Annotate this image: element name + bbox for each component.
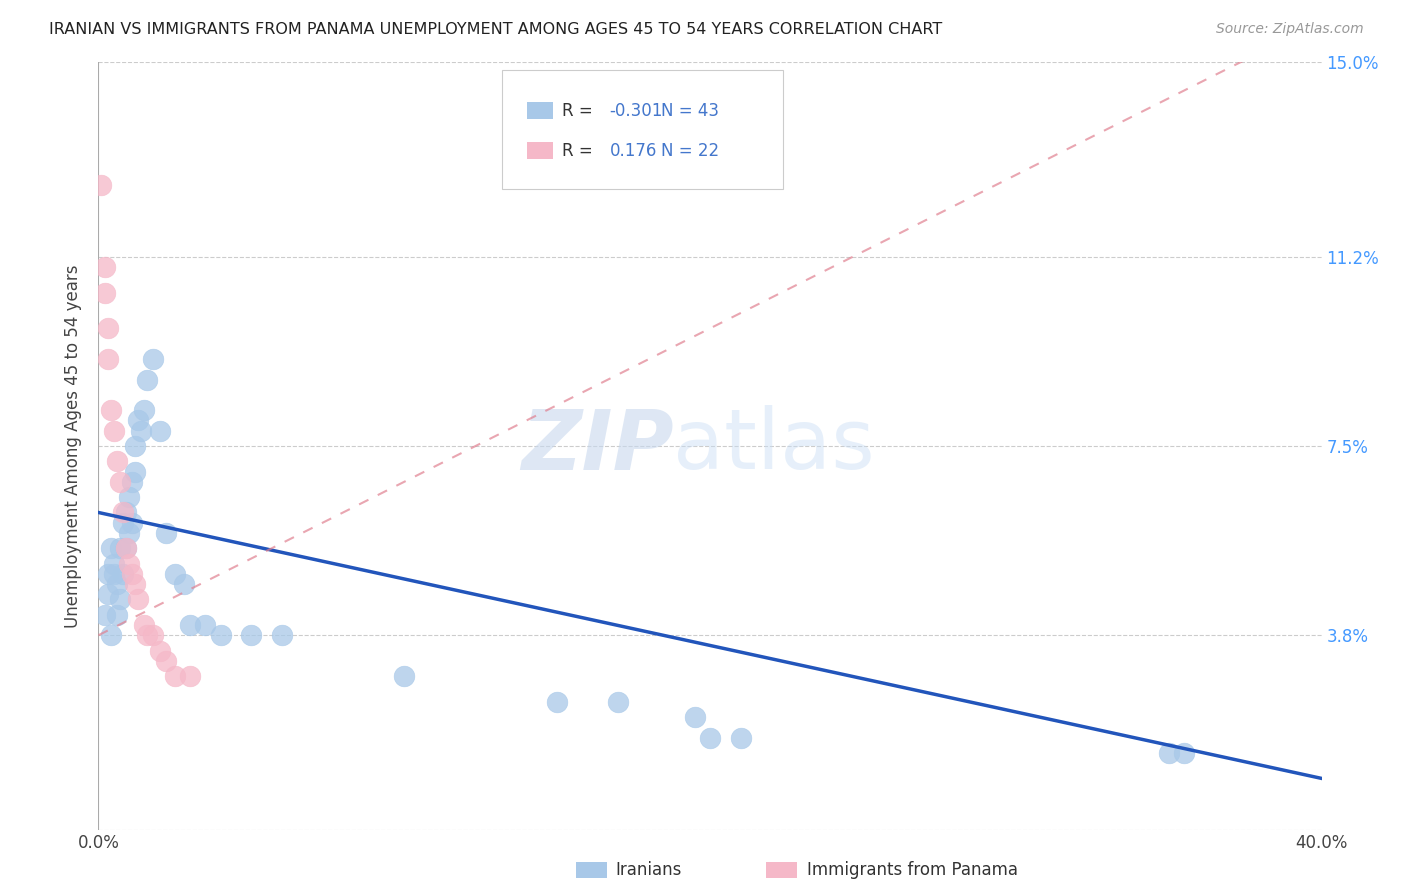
Point (93, 260, 115, 274)
Point (111, 506, 134, 520)
Point (103, 557, 125, 571)
Point (1157, 746, 1180, 760)
Point (179, 669, 201, 683)
Point (93, 285, 115, 300)
Point (97, 352, 120, 367)
Point (142, 628, 165, 642)
Point (90, 178, 112, 193)
Point (115, 541, 138, 556)
Point (179, 618, 201, 632)
Point (100, 403, 122, 417)
Text: Source: ZipAtlas.com: Source: ZipAtlas.com (1216, 22, 1364, 37)
Point (97, 566, 120, 581)
Point (546, 695, 568, 709)
Point (173, 577, 195, 591)
Point (103, 424, 125, 438)
Point (129, 424, 152, 438)
FancyBboxPatch shape (526, 103, 554, 120)
Text: -0.301: -0.301 (610, 102, 664, 120)
Point (209, 628, 232, 642)
Point (121, 566, 143, 581)
Point (108, 541, 131, 556)
Point (93, 607, 115, 622)
Point (124, 577, 146, 591)
Point (118, 525, 141, 540)
Text: R =: R = (562, 102, 593, 120)
Point (155, 525, 177, 540)
Point (240, 628, 263, 642)
Point (607, 695, 630, 709)
Text: ZIP: ZIP (520, 406, 673, 486)
Text: 0.176: 0.176 (610, 142, 657, 160)
Text: Iranians: Iranians (616, 861, 682, 879)
Point (149, 643, 172, 657)
Point (699, 731, 721, 745)
Point (134, 403, 156, 417)
Point (136, 372, 159, 386)
Point (111, 516, 134, 530)
Point (105, 577, 128, 591)
Point (121, 475, 143, 489)
Point (118, 557, 141, 571)
Point (115, 506, 138, 520)
Point (118, 490, 141, 504)
Point (142, 352, 165, 367)
Point (730, 731, 752, 745)
Point (683, 710, 706, 724)
Point (108, 592, 131, 607)
Point (108, 475, 131, 489)
Point (1173, 746, 1195, 760)
Point (105, 454, 128, 468)
FancyBboxPatch shape (502, 70, 783, 189)
Point (149, 424, 172, 438)
Point (103, 566, 125, 581)
Text: N = 22: N = 22 (661, 142, 720, 160)
Point (124, 465, 146, 479)
Text: atlas: atlas (673, 406, 875, 486)
Point (270, 628, 292, 642)
Point (100, 628, 122, 642)
Text: Immigrants from Panama: Immigrants from Panama (807, 861, 1018, 879)
Point (136, 628, 159, 642)
Point (194, 618, 217, 632)
Point (111, 566, 134, 581)
Point (163, 669, 186, 683)
Point (163, 566, 186, 581)
Point (134, 618, 156, 632)
Text: N = 43: N = 43 (661, 102, 718, 120)
Point (115, 541, 138, 556)
Y-axis label: Unemployment Among Ages 45 to 54 years: Unemployment Among Ages 45 to 54 years (65, 264, 83, 628)
Point (127, 413, 149, 427)
Point (124, 439, 146, 453)
Point (121, 516, 143, 530)
Text: IRANIAN VS IMMIGRANTS FROM PANAMA UNEMPLOYMENT AMONG AGES 45 TO 54 YEARS CORRELA: IRANIAN VS IMMIGRANTS FROM PANAMA UNEMPL… (49, 22, 942, 37)
Point (155, 654, 177, 668)
Point (392, 669, 416, 683)
Point (97, 587, 120, 601)
Point (105, 607, 128, 622)
Text: R =: R = (562, 142, 593, 160)
Point (127, 592, 149, 607)
Point (97, 321, 120, 335)
FancyBboxPatch shape (526, 142, 554, 159)
Point (100, 541, 122, 556)
